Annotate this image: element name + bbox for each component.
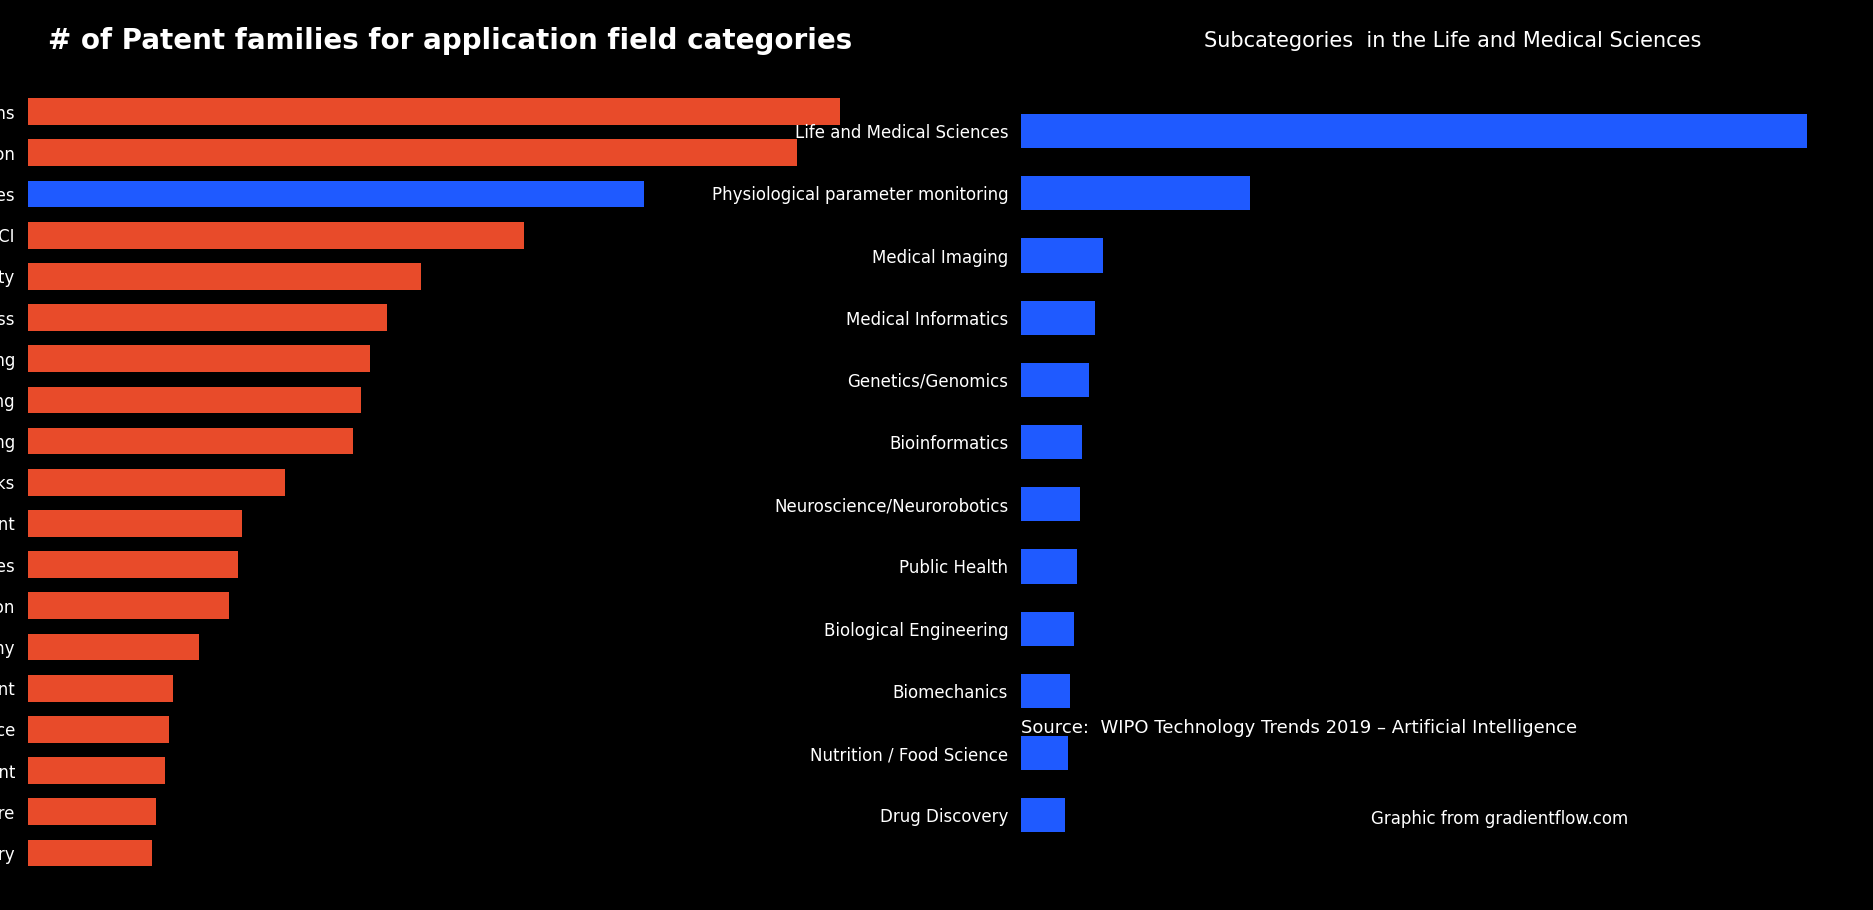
Bar (1021, 612, 1073, 646)
Bar (1021, 798, 1064, 833)
Bar (28, 387, 361, 413)
Bar (28, 263, 421, 289)
Bar (1021, 114, 1806, 148)
Bar (28, 840, 152, 866)
Bar (1021, 363, 1088, 397)
Bar (28, 716, 169, 743)
Bar (28, 592, 229, 619)
Bar (28, 304, 388, 331)
Bar (28, 98, 839, 125)
Bar (28, 345, 369, 372)
Bar (1021, 673, 1069, 708)
Bar (28, 428, 352, 454)
Bar (28, 633, 199, 661)
Bar (1021, 487, 1079, 521)
Bar (1021, 550, 1077, 583)
Bar (28, 511, 242, 537)
Text: Subcategories  in the Life and Medical Sciences: Subcategories in the Life and Medical Sc… (1202, 31, 1701, 51)
Bar (28, 551, 238, 578)
Bar (28, 798, 155, 825)
Bar (1021, 177, 1249, 210)
Text: Source:  WIPO Technology Trends 2019 – Artificial Intelligence: Source: WIPO Technology Trends 2019 – Ar… (1021, 719, 1577, 737)
Bar (28, 469, 285, 496)
Bar (1021, 238, 1103, 273)
Text: # of Patent families for application field categories: # of Patent families for application fie… (47, 27, 852, 55)
Text: Graphic from gradientflow.com: Graphic from gradientflow.com (1369, 810, 1628, 828)
Bar (28, 675, 174, 702)
Bar (28, 139, 798, 167)
Bar (1021, 736, 1068, 770)
Bar (1021, 300, 1096, 335)
Bar (1021, 425, 1083, 460)
Bar (28, 222, 524, 248)
Bar (28, 757, 165, 784)
Bar (28, 180, 642, 207)
